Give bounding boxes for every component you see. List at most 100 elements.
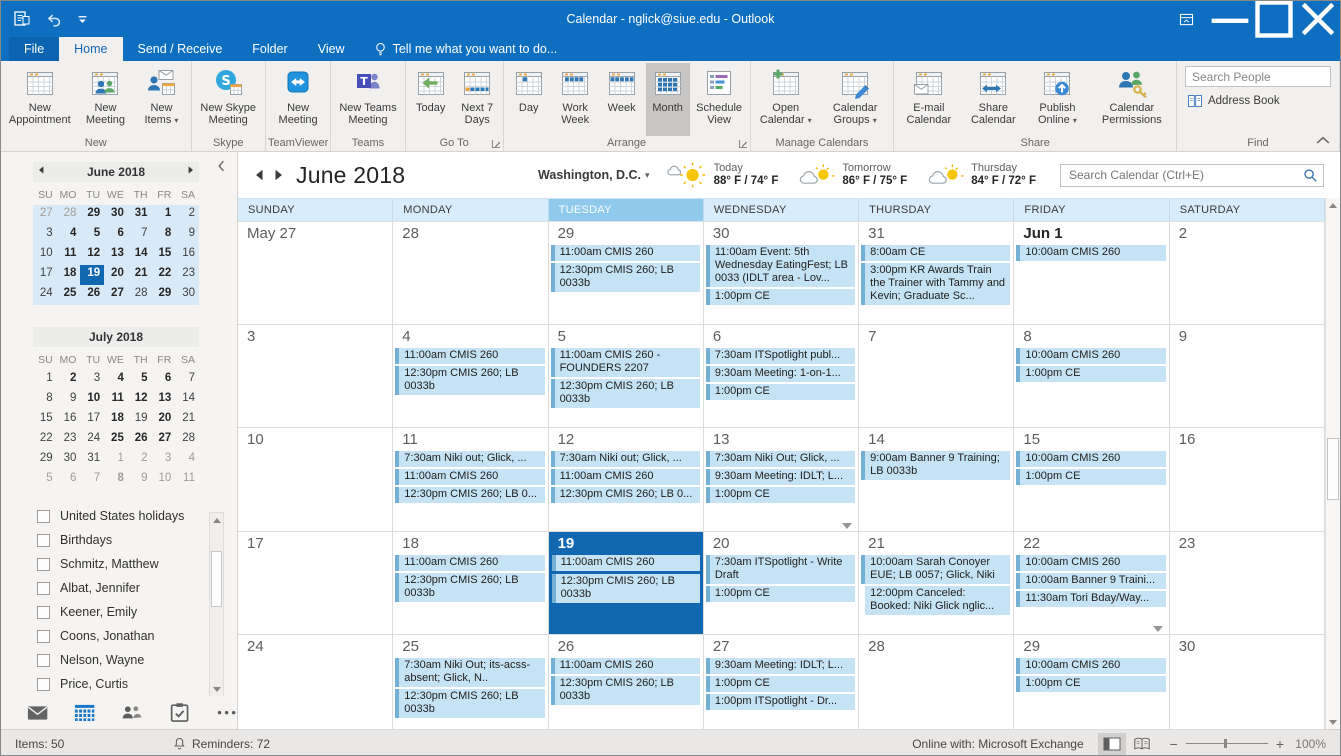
checkbox[interactable]	[37, 677, 50, 691]
tell-me-box[interactable]: Tell me what you want to do...	[374, 37, 557, 61]
search-calendar-input[interactable]	[1060, 163, 1324, 187]
tab-file[interactable]: File	[9, 37, 60, 61]
zoom-slider-thumb[interactable]	[1223, 739, 1227, 748]
calendar-event[interactable]: 11:30am Tori Bday/Way...	[1016, 591, 1166, 607]
minical-day[interactable]: 14	[134, 247, 148, 259]
minical-day[interactable]: 7	[188, 372, 195, 384]
minical-day[interactable]: 7	[141, 227, 148, 239]
more-events-icon[interactable]	[1152, 626, 1163, 632]
day-cell-may-27[interactable]: May 27	[238, 222, 394, 325]
day-cell-11[interactable]: 11 7:30am Niki out; Glick, ... 11:00am CMI…	[393, 428, 549, 532]
minical-day[interactable]: 24	[39, 287, 53, 299]
day-cell-28[interactable]: 28	[859, 635, 1015, 730]
day-cell-jun-1[interactable]: Jun 1 10:00am CMIS 260	[1014, 222, 1170, 325]
minical-day[interactable]: 2	[70, 372, 77, 384]
calendar-event[interactable]: 12:30pm CMIS 260; LB 0033b	[395, 689, 545, 718]
minical-day[interactable]: 29	[39, 452, 53, 464]
next-month-icon[interactable]	[272, 168, 286, 182]
minical-day[interactable]: 1	[46, 372, 53, 384]
calendar-event[interactable]: 7:30am Niki Out; its-acss-absent; Glick,…	[395, 658, 545, 687]
minical-day[interactable]: 8	[46, 392, 53, 404]
calendar-event[interactable]: 7:30am Niki out; Glick, ...	[395, 451, 545, 467]
calendar-event[interactable]: 1:00pm CE	[705, 289, 856, 305]
calendar-event[interactable]: 11:00am CMIS 260	[395, 469, 545, 485]
minical-day[interactable]: 7	[93, 472, 101, 484]
normal-view-button[interactable]	[1097, 732, 1126, 755]
day-cell-28[interactable]: 28	[393, 222, 549, 325]
calendar-event[interactable]: 1:00pm CE	[705, 586, 856, 602]
minical-day[interactable]: 30	[111, 207, 124, 219]
minical-day[interactable]: 9	[141, 472, 148, 484]
minical-day[interactable]: 4	[117, 372, 124, 384]
outlook-app-icon[interactable]	[13, 10, 31, 28]
minical-day[interactable]: 6	[70, 472, 77, 484]
minical-next-icon[interactable]	[187, 165, 195, 175]
checkbox[interactable]	[37, 557, 50, 571]
calendar-event[interactable]: 12:30pm CMIS 260; LB 0033b	[550, 676, 700, 705]
minical-day[interactable]: 2	[141, 452, 148, 464]
day-cell-23[interactable]: 23	[1169, 532, 1325, 635]
day-cell-19[interactable]: 19 11:00am CMIS 260 12:30pm CMIS 260; LB 0…	[548, 532, 704, 635]
calendar-event[interactable]: 11:00am CMIS 260 - FOUNDERS 2207	[550, 348, 700, 377]
minical-day[interactable]: 10	[87, 392, 101, 404]
calendar-permissions-button[interactable]: Calendar Permissions	[1091, 63, 1173, 136]
minical-day[interactable]: 18	[63, 267, 77, 279]
minical-day[interactable]: 21	[182, 412, 195, 424]
day-cell-24[interactable]: 24	[238, 635, 394, 730]
minical-day[interactable]: 19	[80, 265, 105, 285]
dialog-launcher-icon[interactable]	[491, 140, 500, 148]
calendar-list-item[interactable]: Albat, Jennifer	[37, 576, 237, 600]
calendar-event[interactable]: 12:30pm CMIS 260; LB 0033b	[551, 574, 700, 603]
maximize-button[interactable]	[1252, 1, 1296, 38]
day-cell-7[interactable]: 7	[859, 325, 1015, 428]
tab-folder[interactable]: Folder	[252, 42, 288, 56]
checkbox[interactable]	[37, 533, 50, 547]
day-cell-2[interactable]: 2	[1169, 222, 1325, 325]
minical-day[interactable]: 30	[63, 452, 77, 464]
publish-online-button[interactable]: Publish Online ▾	[1026, 63, 1088, 136]
minical-day[interactable]: 24	[87, 432, 101, 444]
day-cell-15[interactable]: 15 10:00am CMIS 260 1:00pm CE	[1014, 428, 1170, 532]
minical-day[interactable]: 19	[134, 412, 148, 424]
new-teams-meeting-button[interactable]: T New Teams Meeting	[334, 63, 401, 136]
tasks-module[interactable]	[169, 702, 190, 723]
minical-day[interactable]: 23	[182, 267, 195, 279]
search-icon[interactable]	[1303, 168, 1318, 183]
open-calendar-button[interactable]: Open Calendar ▾	[754, 63, 818, 136]
day-cell-17[interactable]: 17	[238, 532, 394, 635]
zoom-slider[interactable]	[1185, 739, 1268, 748]
day-cell-8[interactable]: 8 10:00am CMIS 260 1:00pm CE	[1014, 325, 1170, 428]
minical-day[interactable]: 4	[188, 452, 195, 464]
calendar-event[interactable]: 7:30am Niki Out; Glick, ...	[705, 451, 856, 467]
minical-day[interactable]: 28	[182, 432, 195, 444]
undo-icon[interactable]	[45, 10, 63, 28]
e-mail-calendar-button[interactable]: E-mail Calendar	[897, 63, 960, 136]
minical-day[interactable]: 16	[63, 412, 77, 424]
calendar-event[interactable]: 8:00am CE	[861, 245, 1011, 261]
minical-day[interactable]: 25	[63, 287, 77, 299]
customize-qat-icon[interactable]	[77, 14, 88, 25]
today-button[interactable]: Today	[409, 63, 453, 136]
previous-month-icon[interactable]	[252, 168, 266, 182]
minical-day[interactable]: 13	[158, 392, 172, 404]
day-cell-29[interactable]: 29 10:00am CMIS 260 1:00pm CE	[1014, 635, 1170, 730]
minical-day[interactable]: 17	[87, 412, 101, 424]
calendar-event[interactable]: 12:00pm Canceled: Booked: Niki Glick ngl…	[861, 586, 1011, 615]
minical-day[interactable]: 30	[182, 287, 195, 299]
calendar-list-item[interactable]: Nelson, Wayne	[37, 648, 237, 672]
scroll-up-icon[interactable]	[1326, 198, 1340, 212]
calendar-event[interactable]: 10:00am CMIS 260	[1016, 348, 1166, 364]
minical-day[interactable]: 20	[111, 267, 124, 279]
zoom-in-button[interactable]: +	[1275, 735, 1284, 752]
day-cell-3[interactable]: 3	[238, 325, 394, 428]
zoom-out-button[interactable]: −	[1169, 735, 1178, 752]
minical-day[interactable]: 3	[93, 372, 101, 384]
calendar-list-item[interactable]: Schmitz, Matthew	[37, 552, 237, 576]
scroll-down-icon[interactable]	[210, 682, 223, 696]
calendar-event[interactable]: 12:30pm CMIS 260; LB 0033b	[550, 379, 700, 408]
checkbox[interactable]	[37, 581, 50, 595]
day-cell-29[interactable]: 29 11:00am CMIS 260 12:30pm CMIS 260; LB 0…	[548, 222, 704, 325]
calendar-event[interactable]: 3:00pm KR Awards Train the Trainer with …	[861, 263, 1011, 305]
mail-module[interactable]	[27, 705, 48, 721]
minical-day[interactable]: 5	[93, 227, 101, 239]
